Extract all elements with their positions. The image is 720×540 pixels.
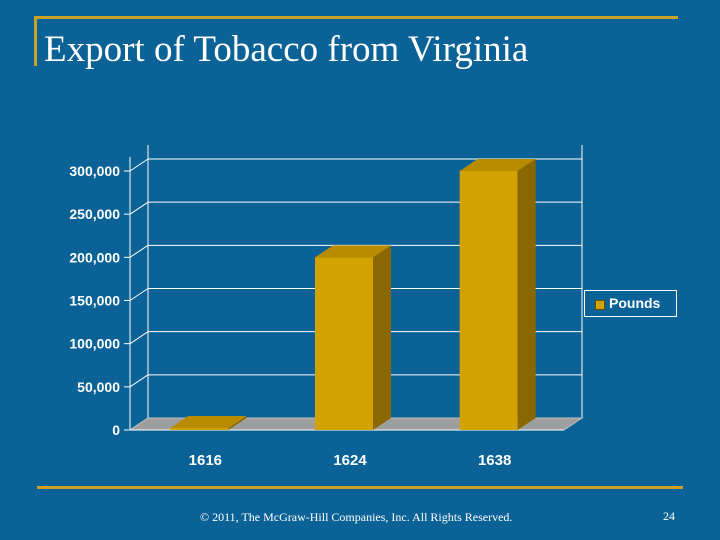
bar-side-1638 [517,159,536,430]
copyright-footer: © 2011, The McGraw-Hill Companies, Inc. … [200,510,513,524]
bar-side-1616 [228,416,247,430]
y-tick-label: 100,000 [69,336,120,352]
gridline-side [129,374,149,388]
bar-1616 [170,428,229,430]
x-tick-label: 1638 [478,452,511,469]
y-tick-label: 0 [112,422,120,438]
y-tick-label: 300,000 [69,163,120,179]
bar-top-1616 [170,416,247,429]
bar-top-1638 [459,159,536,171]
footer-rule [37,486,683,489]
bar-1624 [315,257,373,430]
y-tick-label: 250,000 [69,206,120,222]
bar-1638 [459,171,518,430]
gridline-side [129,288,149,301]
slide-title: Export of Tobacco from Virginia [44,29,529,70]
page-number: 24 [663,509,675,523]
chart-legend: Pounds [584,290,677,317]
bar-side-1624 [373,245,391,430]
x-tick-label: 1624 [333,452,367,469]
gridline-side [129,331,149,345]
legend-swatch-pounds [595,300,605,310]
x-tick-label: 1616 [189,452,222,469]
title-rule-left [34,16,37,66]
y-tick-label: 150,000 [69,293,120,309]
y-tick-label: 50,000 [77,379,120,395]
title-rule [34,16,678,19]
legend-label-pounds: Pounds [609,295,661,311]
gridline-side [129,244,149,258]
y-tick-label: 200,000 [69,249,120,265]
bar-top-1624 [315,245,391,258]
gridline-side [129,158,149,172]
gridline-side [129,201,149,215]
